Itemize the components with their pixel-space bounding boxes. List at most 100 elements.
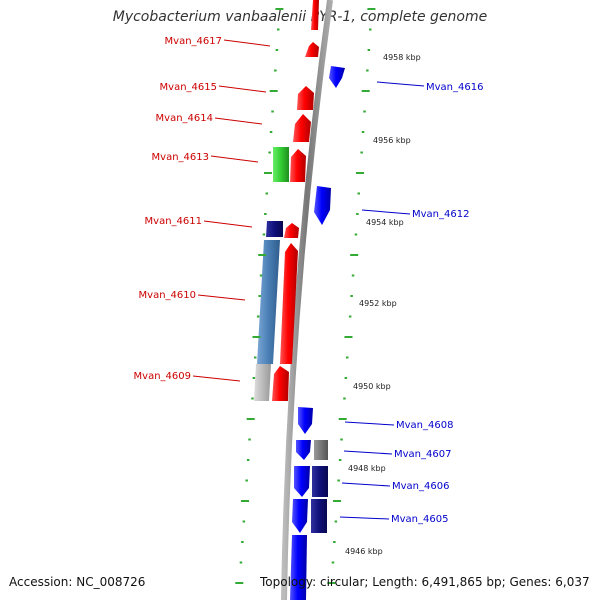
right-tick-mark	[327, 582, 336, 584]
gene-arrow-mvan-4606	[294, 466, 310, 497]
gene-arrow-mvan-4617-tail	[311, 0, 319, 30]
left-tick-mark	[271, 110, 274, 113]
gene-arrow-mvan-4605	[292, 499, 308, 533]
right-tick-mark	[367, 8, 376, 10]
left-tick-mark	[264, 172, 272, 174]
scale-label-4954: 4954 kbp	[366, 218, 404, 227]
forward-strand-features	[254, 0, 319, 401]
gene-arrow-mvan-4615	[297, 86, 314, 110]
label-mvan-4608: Mvan_4608	[396, 420, 453, 431]
gene-block-mvan-4610	[257, 240, 280, 364]
right-tick-mark	[344, 377, 348, 379]
right-tick-mark	[350, 295, 353, 297]
scale-label-4948: 4948 kbp	[348, 464, 386, 473]
right-tick-mark	[343, 397, 346, 400]
label-mvan-4610: Mvan_4610	[139, 290, 196, 301]
reverse-strand-features	[290, 66, 345, 600]
label-mvan-4612: Mvan_4612	[412, 209, 469, 220]
right-tick-mark	[361, 131, 365, 133]
gene-block-mvan-4605	[311, 499, 327, 533]
gene-arrow-mvan-4609	[272, 366, 289, 401]
right-tick-mark	[354, 233, 358, 236]
left-tick-mark	[268, 151, 271, 154]
left-tick-mark	[269, 131, 273, 133]
left-tick-mark	[241, 500, 249, 502]
gene-arrow-mvan-4614	[293, 114, 311, 142]
left-tick-mark	[248, 438, 251, 441]
left-tick-mark	[252, 377, 256, 379]
right-tick-mark	[357, 192, 360, 195]
right-tick-mark	[360, 151, 363, 154]
right-tick-mark	[361, 90, 370, 92]
right-tick-mark	[351, 274, 355, 277]
right-tick-mark	[356, 213, 359, 215]
scale-label-4952: 4952 kbp	[359, 299, 397, 308]
right-tick-mark	[340, 438, 343, 441]
scale-label-4958: 4958 kbp	[383, 53, 421, 62]
label-mvan-4617: Mvan_4617	[165, 36, 222, 47]
right-tick-mark	[333, 541, 336, 543]
left-tick-mark	[275, 8, 284, 10]
left-tick-mark	[275, 49, 279, 51]
label-mvan-4605: Mvan_4605	[391, 514, 448, 525]
label-mvan-4616: Mvan_4616	[426, 82, 483, 93]
left-tick-mark	[252, 336, 261, 338]
left-tick-mark	[259, 274, 263, 277]
label-mvan-4609: Mvan_4609	[134, 371, 191, 382]
gene-arrow-mvan-4610	[280, 243, 298, 364]
label-mvan-4611: Mvan_4611	[145, 216, 202, 227]
gene-arrow-mvan-4612	[314, 186, 331, 225]
left-tick-mark	[246, 418, 255, 420]
right-tick-mark	[356, 172, 364, 174]
gene-block-mvan-4613-rna	[273, 147, 289, 182]
right-tick-mark	[333, 500, 341, 502]
gene-arrow-mvan-4608	[298, 407, 313, 434]
right-tick-mark	[366, 69, 369, 72]
left-tick-mark	[242, 520, 246, 523]
left-tick-mark	[241, 541, 244, 543]
scale-label-4956: 4956 kbp	[373, 136, 411, 145]
left-tick-mark	[274, 69, 277, 72]
label-mvan-4613: Mvan_4613	[152, 152, 209, 163]
left-tick-mark	[262, 233, 266, 236]
left-tick-mark	[265, 192, 268, 195]
left-tick-mark	[235, 582, 244, 584]
left-tick-mark	[258, 295, 261, 297]
genome-backbone	[281, 0, 333, 600]
tick-marks	[235, 8, 376, 584]
right-tick-mark	[338, 418, 347, 420]
right-tick-mark	[346, 356, 349, 359]
right-tick-mark	[337, 479, 340, 482]
left-tick-mark	[256, 315, 260, 318]
gene-block-mvan-4607	[314, 440, 328, 460]
left-tick-mark	[254, 356, 257, 359]
gene-arrow-mvan-4613	[290, 149, 306, 182]
label-mvan-4607: Mvan_4607	[394, 449, 451, 460]
right-tick-mark	[334, 520, 338, 523]
right-tick-mark	[338, 459, 342, 461]
label-mvan-4615: Mvan_4615	[160, 82, 217, 93]
left-tick-mark	[269, 90, 278, 92]
label-mvan-4614: Mvan_4614	[156, 113, 213, 124]
scale-label-4950: 4950 kbp	[353, 382, 391, 391]
left-tick-mark	[258, 254, 267, 256]
right-tick-mark	[344, 336, 353, 338]
gene-arrow-mvan-4616	[329, 66, 345, 88]
left-tick-mark	[251, 397, 254, 400]
left-tick-mark	[239, 561, 243, 564]
gene-arrow-lower	[290, 535, 307, 600]
right-tick-mark	[331, 561, 335, 564]
right-tick-mark	[348, 315, 352, 318]
gene-arrow-mvan-4611	[284, 223, 299, 238]
gene-block-mvan-4611	[266, 221, 283, 237]
gene-arrow-mvan-4617	[305, 42, 319, 57]
gene-arrow-mvan-4607	[296, 440, 311, 460]
right-tick-mark	[367, 49, 371, 51]
gene-block-mvan-4606	[312, 466, 328, 497]
right-tick-mark	[363, 110, 366, 113]
accession-text: Accession: NC_008726	[9, 575, 146, 589]
left-tick-mark	[245, 479, 248, 482]
right-tick-mark	[350, 254, 359, 256]
right-tick-mark	[369, 28, 372, 31]
